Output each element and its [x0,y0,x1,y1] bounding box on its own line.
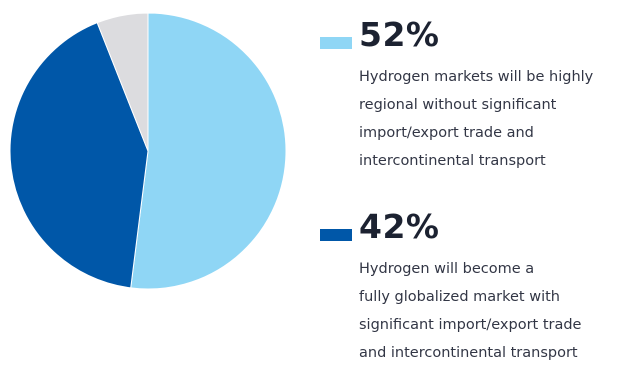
pie-slice-2 [9,22,149,289]
legend-percent: 52% [359,15,440,54]
pie-chart [9,12,287,290]
legend-description-line: import/export trade and [359,125,534,141]
pie-slice-3 [96,12,149,152]
legend-swatch-light-blue [320,37,352,49]
legend-description-line: Hydrogen will become a [359,261,535,277]
legend-percent: 42% [359,207,440,246]
pie-slice-1 [130,12,287,290]
legend-description-line: regional without significant [359,97,557,113]
legend-description-line: significant import/export trade [359,317,582,333]
legend-swatch-dark-blue [320,229,352,241]
legend-description-line: Hydrogen markets will be highly [359,69,594,85]
legend-description: Hydrogen markets will be highly regional… [359,63,637,175]
legend-description-line: intercontinental transport [359,153,546,169]
legend-description-line: fully globalized market with [359,289,560,305]
legend-description-line: and intercontinental transport [359,345,578,361]
legend-description: Hydrogen will become a fully globalized … [359,255,637,367]
